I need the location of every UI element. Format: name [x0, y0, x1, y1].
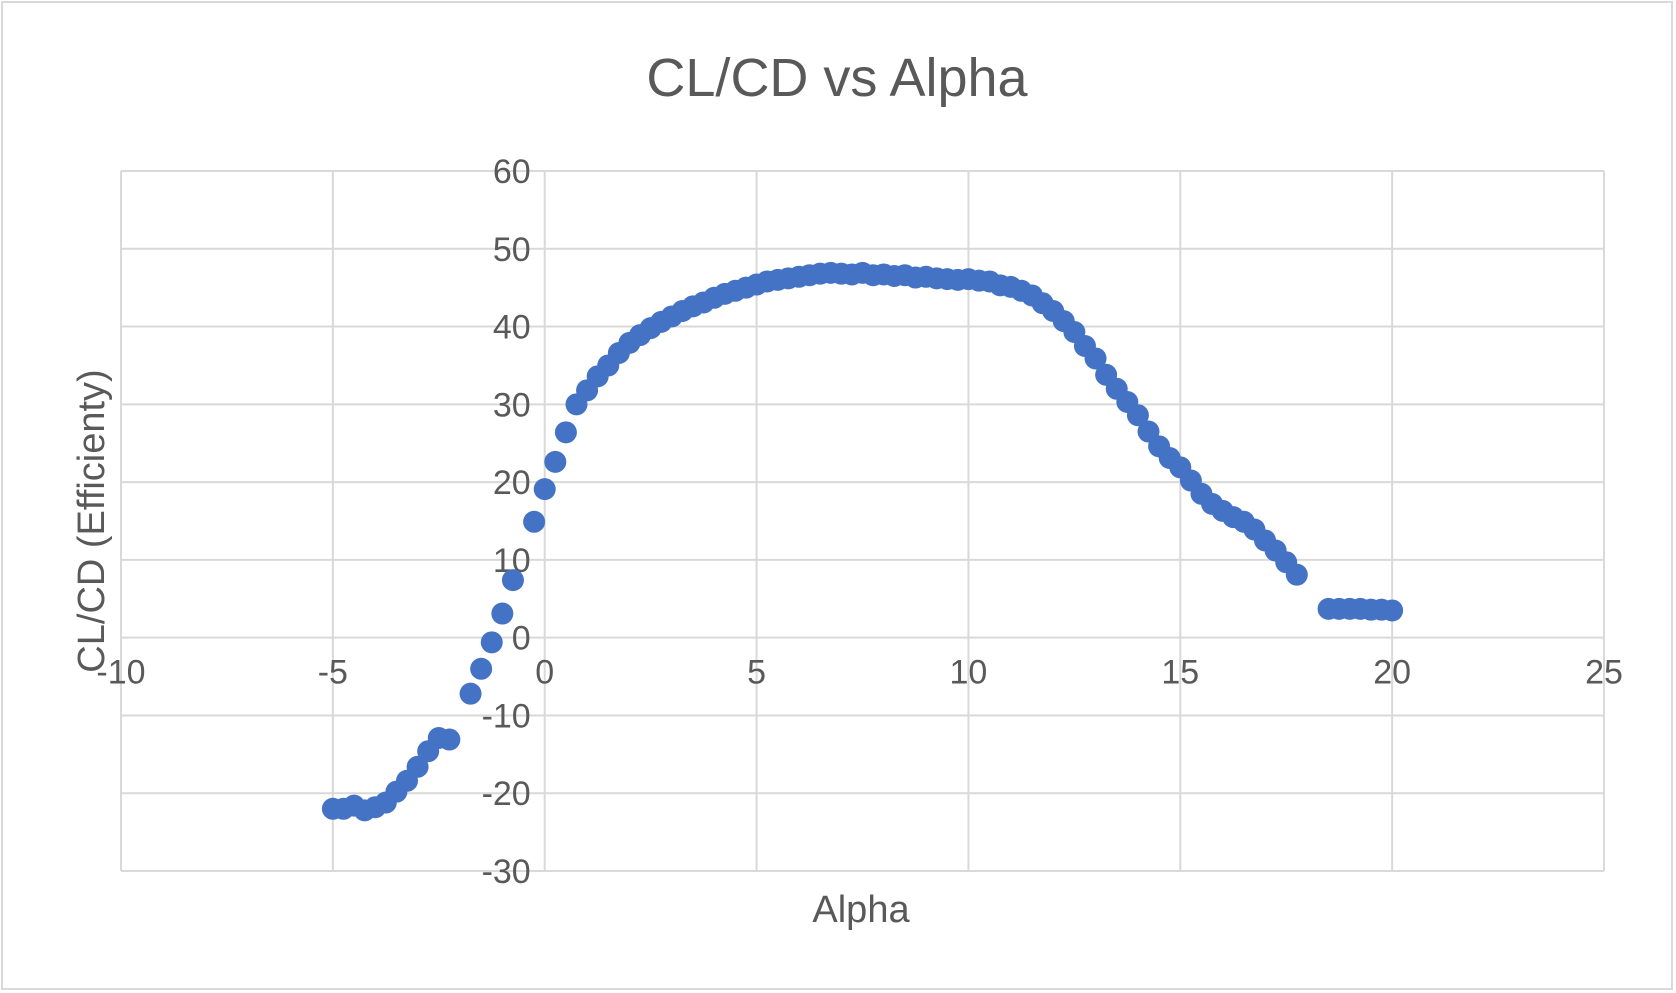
x-tick-label: 25: [1585, 654, 1623, 692]
y-tick-label: 30: [493, 386, 531, 424]
y-tick-label: -20: [482, 775, 531, 813]
y-tick-label: 50: [493, 231, 531, 269]
data-point: [544, 450, 567, 473]
y-tick-label: 0: [512, 620, 531, 658]
grid: [120, 170, 1605, 872]
y-tick-label: -30: [482, 853, 531, 891]
data-point: [1381, 599, 1404, 622]
x-tick-label: 0: [535, 654, 554, 692]
data-point: [554, 421, 577, 444]
y-tick-label: 60: [493, 153, 531, 191]
y-axis-title: CL/CD (Efficienty): [71, 369, 113, 672]
data-point: [438, 728, 461, 751]
y-tick-label: 40: [493, 309, 531, 347]
data-point: [459, 682, 482, 705]
data-point: [491, 602, 514, 625]
chart-title: CL/CD vs Alpha: [646, 48, 1028, 108]
x-axis-title: Alpha: [812, 889, 910, 931]
data-point: [1126, 404, 1149, 427]
x-tick-label: -10: [96, 654, 145, 692]
data-point: [501, 569, 524, 592]
data-point: [523, 510, 546, 533]
data-point: [1084, 347, 1107, 370]
x-tick-labels: -10 -5 0 5 10 15 20 25: [96, 654, 1622, 692]
x-tick-label: -5: [318, 654, 348, 692]
x-tick-label: 15: [1161, 654, 1199, 692]
data-point: [406, 755, 429, 778]
data-point: [533, 478, 556, 501]
data-points: [321, 261, 1404, 822]
data-point: [480, 631, 503, 654]
x-tick-label: 10: [950, 654, 988, 692]
y-tick-label: -10: [482, 697, 531, 735]
x-tick-label: 20: [1373, 654, 1411, 692]
data-point: [470, 657, 493, 680]
data-point: [1285, 563, 1308, 586]
y-tick-label: 20: [493, 464, 531, 502]
x-tick-label: 5: [747, 654, 766, 692]
